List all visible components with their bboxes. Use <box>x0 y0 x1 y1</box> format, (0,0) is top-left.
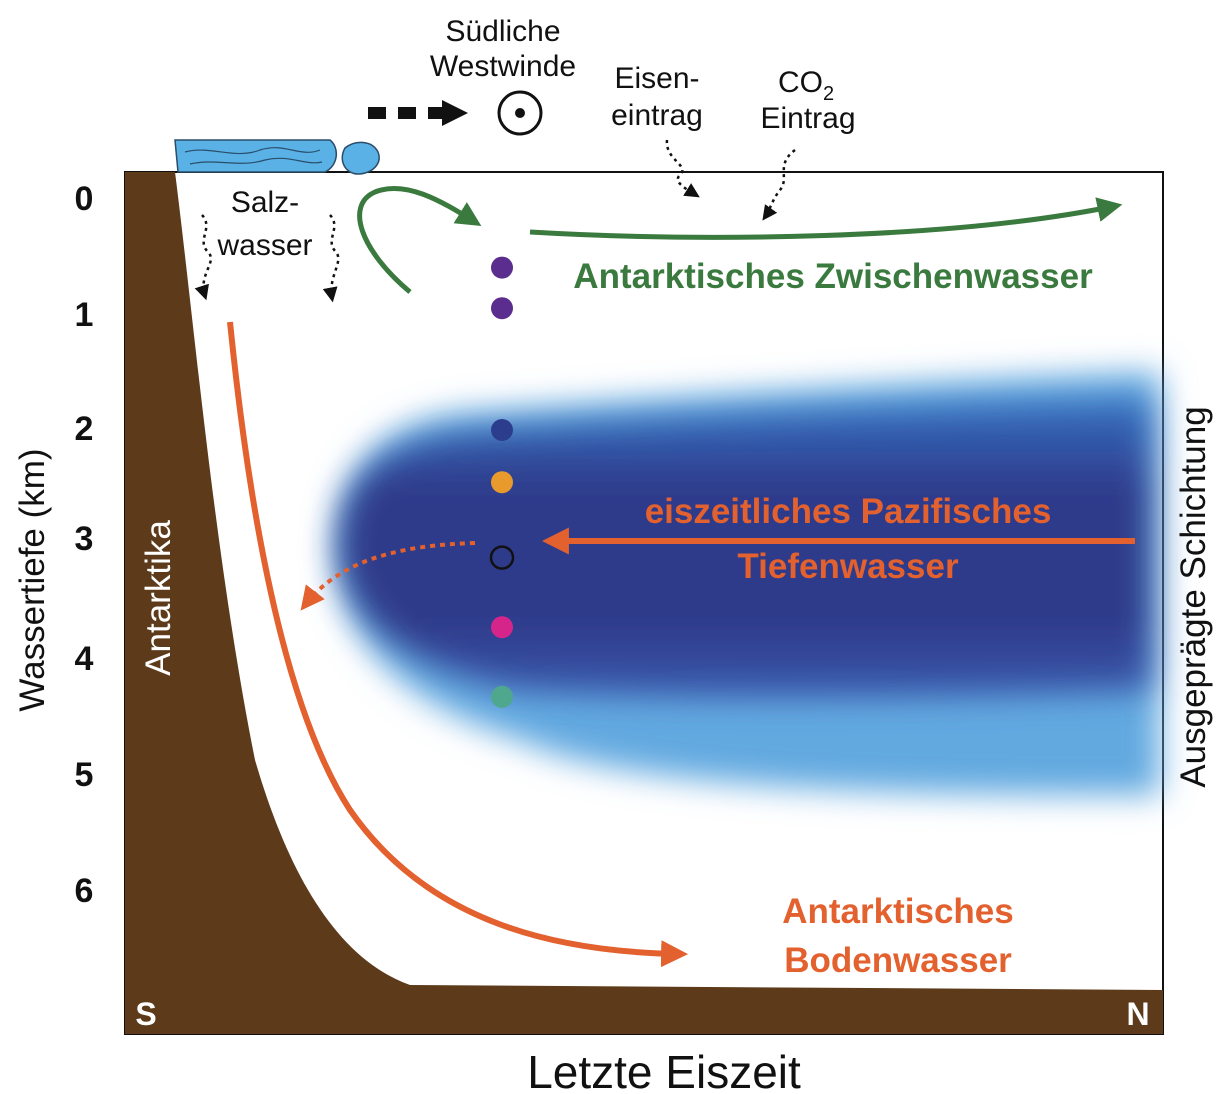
sample-point-4 <box>491 471 513 494</box>
x-axis-title: Letzte Eiszeit <box>527 1046 801 1094</box>
sample-point-5 <box>489 545 515 570</box>
sample-point-7 <box>491 685 513 708</box>
co2-label-subscript: 2 <box>823 83 834 105</box>
bottom-water-label-line1: Antarktisches <box>782 892 1013 931</box>
pacific-deep-water-label-line2: Tiefenwasser <box>737 547 959 586</box>
pacific-deep-water-mixing-arrow <box>300 541 476 611</box>
depth-tick-0: 0 <box>75 180 94 218</box>
brine-label-line2: wasser <box>216 229 312 262</box>
bottom-water-label-line2: Bodenwasser <box>784 941 1012 980</box>
co2-input-arrow <box>762 149 796 221</box>
intermediate-water-label: Antarktisches Zwischenwasser <box>573 257 1093 296</box>
co2-label-main: CO <box>778 66 823 99</box>
intermediate-water-upwelling-arrow <box>357 185 482 294</box>
intermediate-water-flow-arrow <box>529 197 1123 240</box>
iron-input-arrow <box>665 139 700 198</box>
iron-label-line2: eintrag <box>611 99 703 132</box>
antarctica-landmass <box>125 172 1163 1034</box>
westerly-winds-arrow <box>368 100 468 126</box>
sample-points <box>489 256 515 708</box>
pacific-deep-water-label-line1: eiszeitliches Pazifisches <box>645 492 1052 531</box>
co2-label-line2: Eintrag <box>760 102 855 135</box>
sample-point-6 <box>491 616 513 639</box>
co2-label-line1: CO2 <box>778 66 834 105</box>
depth-tick-labels: 0 1 2 3 4 5 6 <box>75 180 94 910</box>
depth-tick-6: 6 <box>75 872 94 910</box>
depth-tick-4: 4 <box>75 640 94 678</box>
winds-label-line2: Westwinde <box>430 50 576 83</box>
south-label: S <box>135 996 156 1032</box>
depth-tick-3: 3 <box>75 520 94 558</box>
stratification-label: Ausgeprägte Schichtung <box>1174 406 1213 787</box>
y-axis-title: Wassertiefe (km) <box>13 448 52 711</box>
winds-label-line1: Südliche <box>445 15 560 48</box>
antarctica-label: Antarktika <box>139 520 178 676</box>
depth-tick-2: 2 <box>75 410 94 448</box>
sample-point-1 <box>491 256 513 279</box>
bottom-water-arrow <box>227 321 689 968</box>
sea-ice <box>174 139 380 175</box>
iron-label-line1: Eisen- <box>614 62 699 95</box>
north-label: N <box>1126 996 1149 1032</box>
sample-point-2 <box>491 297 513 320</box>
sample-point-3 <box>491 419 513 441</box>
depth-tick-5: 5 <box>75 756 94 794</box>
pacific-deep-water-mass <box>334 372 1160 795</box>
brine-label-line1: Salz- <box>231 186 299 219</box>
depth-tick-1: 1 <box>75 296 94 334</box>
wind-out-of-page-symbol <box>497 90 543 136</box>
